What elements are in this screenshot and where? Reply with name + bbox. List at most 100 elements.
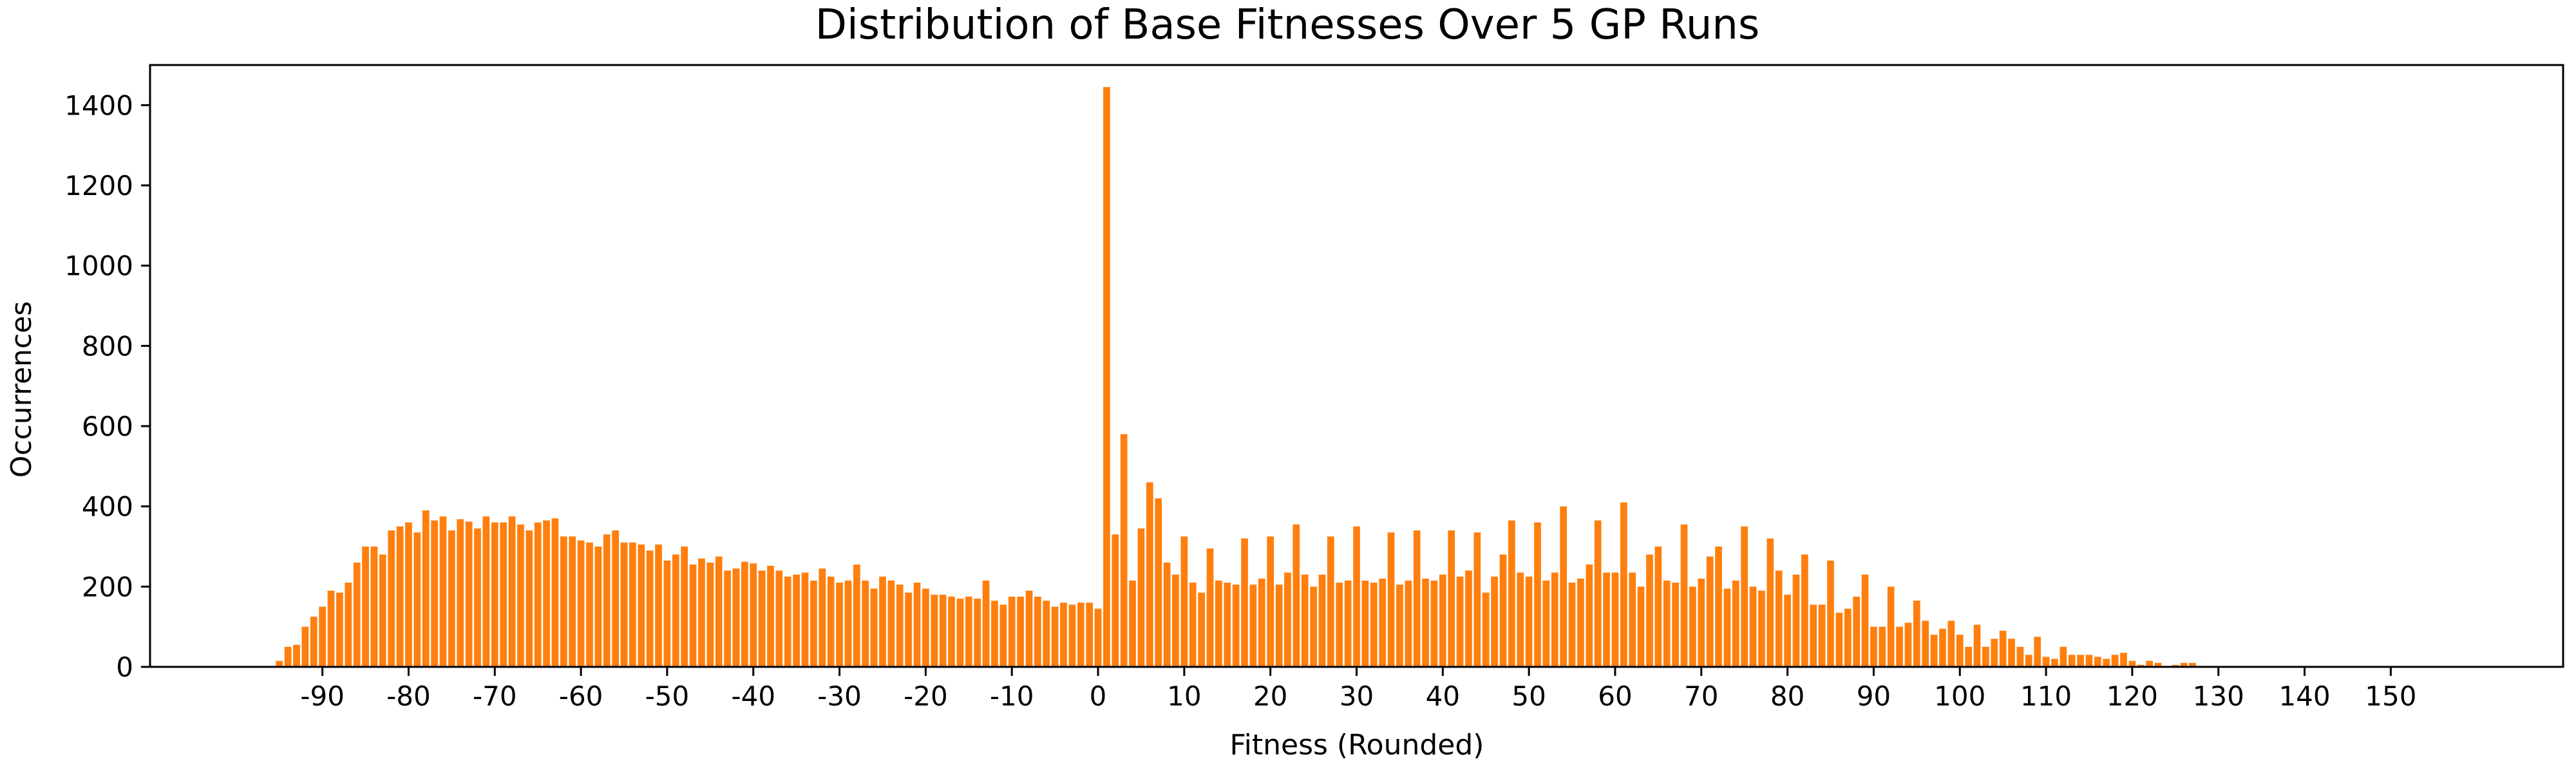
histogram-bar (1741, 526, 1748, 667)
histogram-bar (1370, 583, 1378, 667)
histogram-bar (1792, 574, 1800, 667)
histogram-bar (999, 604, 1007, 667)
histogram-bar (1999, 630, 2007, 667)
histogram-bar (1439, 574, 1446, 667)
histogram-bar (284, 646, 292, 667)
histogram-bar (1904, 622, 1912, 667)
histogram-bar (1499, 554, 1507, 667)
bars-group (276, 87, 2205, 667)
histogram-bar (1525, 576, 1533, 667)
histogram-bar (276, 660, 283, 667)
histogram-bar (1353, 526, 1360, 667)
histogram-bar (517, 524, 524, 667)
histogram-bar (1560, 506, 1567, 667)
histogram-bar (793, 574, 800, 667)
histogram-bar (1025, 590, 1033, 667)
histogram-bar (1810, 604, 1817, 667)
histogram-bar (1413, 530, 1421, 667)
x-tick-label: 150 (2365, 680, 2416, 712)
histogram-bar (1603, 572, 1610, 667)
histogram-bar (319, 606, 326, 667)
histogram-bar (939, 594, 947, 667)
x-tick-label: 50 (1511, 680, 1546, 712)
histogram-bar (1224, 583, 1231, 667)
histogram-bar (1870, 626, 1877, 667)
histogram-bar (1465, 570, 1472, 667)
histogram-bar (982, 580, 990, 667)
histogram-bar (1672, 583, 1679, 667)
histogram-bar (1818, 604, 1826, 667)
histogram-bar (396, 526, 404, 667)
histogram-bar (1913, 601, 1920, 667)
x-tick-label: -60 (559, 680, 603, 712)
histogram-bar (931, 594, 938, 667)
x-tick-label: 110 (2020, 680, 2072, 712)
histogram-bar (1939, 628, 1946, 667)
histogram-bar (370, 546, 378, 667)
histogram-bar (1051, 606, 1059, 667)
histogram-bar (1491, 576, 1498, 667)
histogram-bar (638, 544, 645, 667)
x-tick-label: 140 (2278, 680, 2330, 712)
histogram-bar (1284, 572, 1291, 667)
histogram-bar (2172, 664, 2179, 667)
histogram-bar (336, 592, 343, 667)
x-tick-label: -80 (386, 680, 431, 712)
x-tick-label: 20 (1253, 680, 1287, 712)
histogram-bar (345, 583, 352, 667)
histogram-bar (836, 583, 843, 667)
histogram-bar (1706, 556, 1714, 667)
histogram-bar (1361, 580, 1369, 667)
histogram-bar (362, 546, 369, 667)
histogram-bar (2051, 658, 2058, 667)
histogram-bar (1215, 580, 1222, 667)
histogram-bar (465, 521, 473, 667)
histogram-bar (301, 626, 309, 667)
histogram-bar (1344, 580, 1352, 667)
histogram-bar (1422, 578, 1429, 667)
histogram-bar (2120, 653, 2127, 667)
histogram-bar (293, 644, 300, 667)
y-tick-label: 1400 (64, 89, 133, 121)
histogram-bar (1956, 635, 1964, 667)
histogram-bar (1784, 594, 1791, 667)
histogram-bar (526, 530, 533, 667)
histogram-bar (1043, 601, 1050, 667)
histogram-bar (1249, 584, 1257, 667)
histogram-bar (1637, 586, 1645, 667)
histogram-bar (388, 530, 395, 667)
histogram-bar (2154, 662, 2162, 667)
histogram-bar (844, 580, 852, 667)
histogram-bar (2189, 662, 2196, 667)
histogram-bar (1611, 572, 1619, 667)
histogram-bar (2016, 646, 2024, 667)
histogram-bar (1137, 528, 1145, 667)
x-tick-label: -20 (904, 680, 948, 712)
histogram-bar (1086, 602, 1094, 667)
x-tick-label: -30 (817, 680, 862, 712)
histogram-bar (2146, 660, 2154, 667)
histogram-bar (457, 519, 464, 667)
histogram-bar (500, 522, 507, 667)
histogram-bar (870, 588, 878, 667)
histogram-bar (827, 576, 835, 667)
histogram-bar (2068, 655, 2076, 667)
histogram-bar (1517, 572, 1524, 667)
histogram-bar (1017, 596, 1024, 667)
histogram-bar (1379, 578, 1386, 667)
histogram-bar (956, 599, 964, 667)
x-tick-label: -10 (990, 680, 1034, 712)
histogram-bar (448, 530, 455, 667)
histogram-bar (1766, 538, 1774, 667)
histogram-bar (1689, 586, 1696, 667)
histogram-bar (1542, 580, 1550, 667)
histogram-bar (819, 568, 826, 667)
histogram-bar (1853, 596, 1861, 667)
histogram-bar (560, 536, 567, 667)
x-tick-label: 0 (1090, 680, 1107, 712)
histogram-bar (612, 530, 619, 667)
histogram-bar (1172, 574, 1179, 667)
histogram-bar (1456, 576, 1464, 667)
histogram-bar (1060, 602, 1067, 667)
